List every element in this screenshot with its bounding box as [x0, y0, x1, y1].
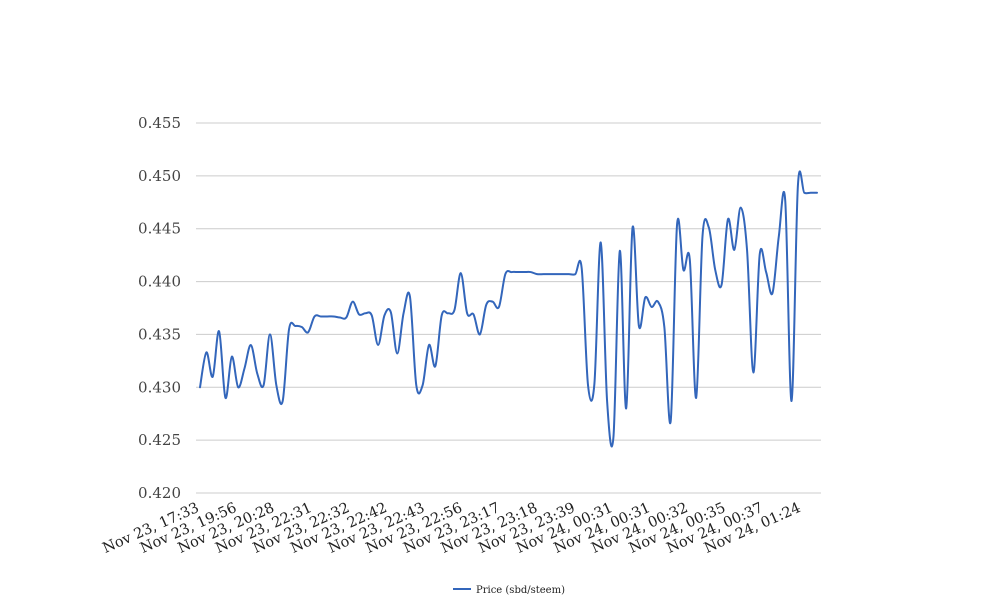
y-tick-label: 0.435: [138, 325, 181, 343]
y-tick-label: 0.440: [138, 273, 181, 291]
y-tick-label: 0.420: [138, 484, 181, 502]
series-line-price: [199, 170, 818, 448]
gridlines: [196, 122, 821, 494]
series-lines: [199, 170, 818, 448]
y-tick-label: 0.430: [138, 378, 181, 396]
y-tick-label: 0.445: [138, 220, 181, 238]
legend-label: Price (sbd/steem): [476, 585, 565, 596]
y-tick-label: 0.455: [138, 114, 181, 132]
y-axis-tick-labels: 0.420 0.425 0.430 0.435 0.440 0.445 0.450 0.455: [138, 114, 181, 502]
y-tick-label: 0.425: [138, 431, 181, 449]
legend: Price (sbd/steem): [453, 585, 565, 596]
y-tick-label: 0.450: [138, 167, 181, 185]
